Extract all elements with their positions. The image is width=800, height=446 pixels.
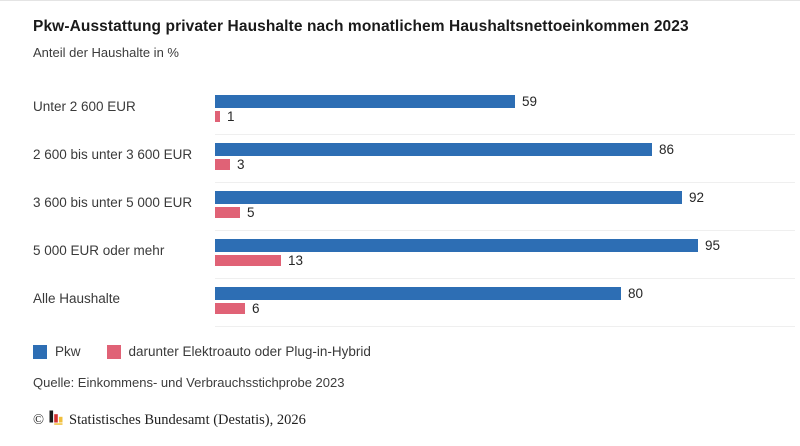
row-separator xyxy=(215,326,795,327)
footer-copyright: © Statistisches Bundesamt (Destatis), 20… xyxy=(33,410,306,430)
source-note: Quelle: Einkommens- und Verbrauchsstichp… xyxy=(33,375,345,390)
row-separator xyxy=(215,230,795,231)
bar-pkw xyxy=(215,239,698,252)
legend-swatch-icon xyxy=(33,344,47,359)
chart-row: Unter 2 600 EUR 59 1 xyxy=(0,87,800,135)
footer-text: Statistisches Bundesamt (Destatis), 2026 xyxy=(69,411,306,428)
bar-value-label: 5 xyxy=(247,205,255,220)
bar-pkw xyxy=(215,191,682,204)
bar-elektro xyxy=(215,159,230,170)
chart-row: 3 600 bis unter 5 000 EUR 92 5 xyxy=(0,183,800,231)
category-label: Alle Haushalte xyxy=(33,290,121,306)
row-separator xyxy=(215,134,795,135)
chart-row: 2 600 bis unter 3 600 EUR 86 3 xyxy=(0,135,800,183)
bar-pkw xyxy=(215,95,515,108)
chart-title: Pkw-Ausstattung privater Haushalte nach … xyxy=(33,18,689,35)
bar-value-label: 86 xyxy=(659,142,675,157)
bar-value-label: 3 xyxy=(237,157,245,172)
bar-value-label: 80 xyxy=(628,286,644,301)
bar-value-label: 92 xyxy=(689,190,705,205)
bar-elektro xyxy=(215,255,281,266)
legend-swatch-icon xyxy=(106,344,121,359)
bar-pkw xyxy=(215,287,621,300)
bar-pkw xyxy=(215,143,652,156)
legend-item: darunter Elektroauto oder Plug-in-Hybrid xyxy=(106,344,371,359)
bar-value-label: 6 xyxy=(252,301,260,316)
bar-elektro xyxy=(215,207,240,218)
row-separator xyxy=(215,182,795,183)
chart-legend: Pkw darunter Elektroauto oder Plug-in-Hyb… xyxy=(33,344,371,359)
category-label: 3 600 bis unter 5 000 EUR xyxy=(33,194,193,210)
category-label: 5 000 EUR oder mehr xyxy=(33,242,165,258)
bar-value-label: 1 xyxy=(227,109,235,124)
bar-value-label: 95 xyxy=(705,238,721,253)
category-label: 2 600 bis unter 3 600 EUR xyxy=(33,146,193,162)
bar-value-label: 13 xyxy=(288,253,304,268)
bar-elektro xyxy=(215,111,220,122)
legend-item: Pkw xyxy=(33,344,81,359)
legend-label: Pkw xyxy=(55,344,81,359)
row-separator xyxy=(215,278,795,279)
chart-row: Alle Haushalte 80 6 xyxy=(0,279,800,327)
destatis-logo-icon xyxy=(49,410,64,430)
chart-subtitle: Anteil der Haushalte in % xyxy=(33,45,179,60)
bar-chart: Unter 2 600 EUR 59 1 2 600 bis unter 3 600 … xyxy=(0,87,800,327)
copyright-symbol: © xyxy=(33,411,45,428)
bar-value-label: 59 xyxy=(522,94,538,109)
bar-elektro xyxy=(215,303,245,314)
category-label: Unter 2 600 EUR xyxy=(33,98,136,114)
legend-label: darunter Elektroauto oder Plug-in-Hybrid xyxy=(128,344,371,359)
chart-row: 5 000 EUR oder mehr 95 13 xyxy=(0,231,800,279)
